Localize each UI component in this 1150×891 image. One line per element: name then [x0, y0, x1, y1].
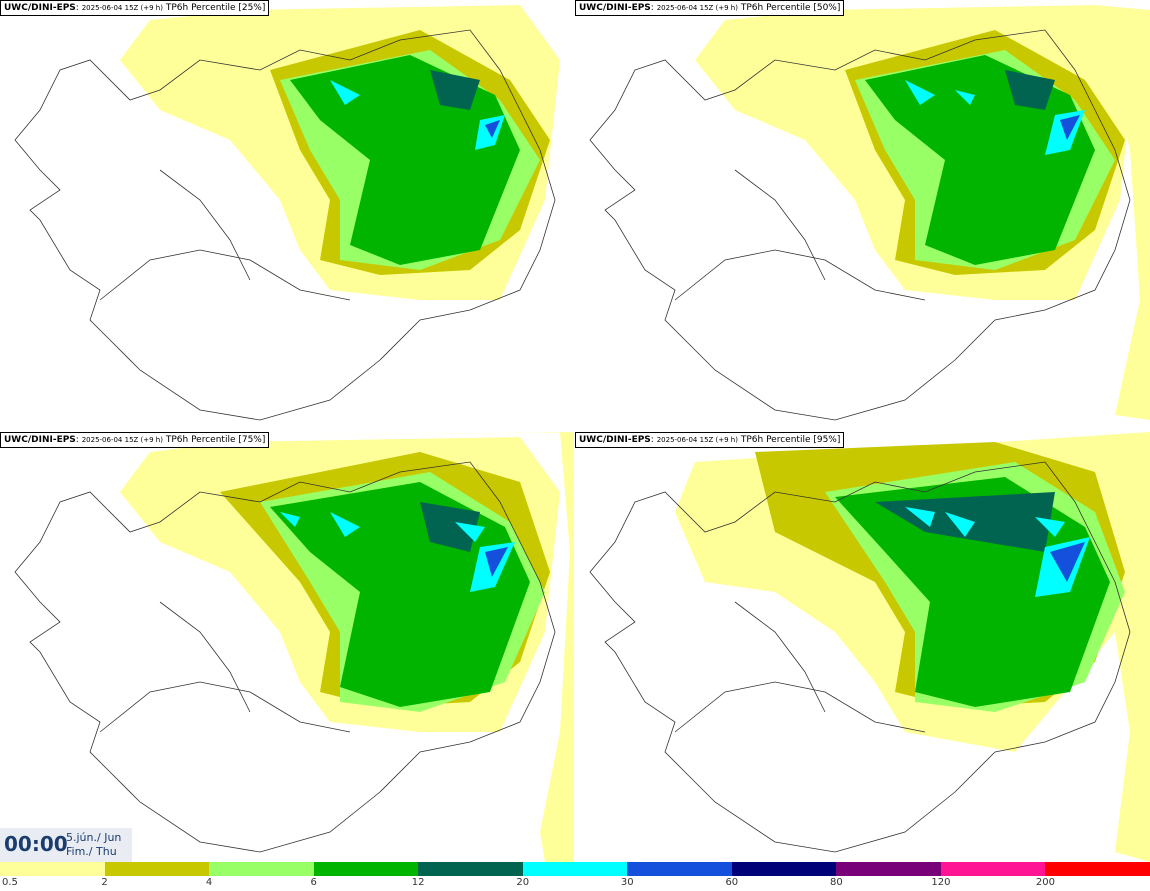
precip-field [120, 432, 575, 862]
precip-field [675, 432, 1150, 862]
valid-date-line1: 5.jún./ Jun [66, 831, 122, 844]
legend-label: 0.5 [2, 877, 18, 888]
map-panel-p50: UWC/DINI-EPS: 2025-06-04 15Z (+9 h) TP6h… [575, 0, 1150, 430]
valid-date-line2: Fim./ Thu [66, 845, 117, 858]
precip-map-p25 [14, 5, 560, 421]
precip-map-p75 [14, 432, 575, 862]
legend-label: 120 [931, 877, 951, 888]
panel-title: UWC/DINI-EPS: 2025-06-04 15Z (+9 h) TP6h… [0, 432, 270, 448]
legend-label: 200 [1035, 877, 1055, 888]
coastline [14, 461, 556, 853]
color-legend: 0.5 2 4 6 12 20 30 60 80 120 200 [0, 862, 1150, 891]
coastline [589, 29, 1131, 421]
legend-labels: 0.5 2 4 6 12 20 30 60 80 120 200 [0, 877, 1150, 891]
valid-time-clock: 00:00 [4, 832, 68, 856]
valid-time-box: 00:00 5.jún./ Jun Fim./ Thu [0, 828, 132, 862]
legend-label: 12 [411, 877, 425, 888]
precip-field [695, 5, 1150, 420]
legend-swatch [940, 862, 1046, 876]
legend-label: 30 [620, 877, 634, 888]
legend-label: 80 [829, 877, 843, 888]
precip-field [120, 5, 560, 300]
legend-swatch [209, 862, 314, 876]
legend-label: 6 [310, 877, 317, 888]
legend-color-bar [0, 862, 1150, 876]
panel-divider [574, 0, 576, 862]
panel-title: UWC/DINI-EPS: 2025-06-04 15Z (+9 h) TP6h… [575, 0, 845, 16]
legend-swatch [1045, 862, 1150, 876]
legend-swatch [627, 862, 732, 876]
legend-swatch [104, 862, 210, 876]
coastline [14, 29, 556, 421]
precip-map-p50 [589, 5, 1150, 421]
legend-label: 20 [516, 877, 530, 888]
legend-swatch [522, 862, 628, 876]
legend-swatch [836, 862, 941, 876]
map-panel-p75: UWC/DINI-EPS: 2025-06-04 15Z (+9 h) TP6h… [0, 432, 575, 862]
panel-title: UWC/DINI-EPS: 2025-06-04 15Z (+9 h) TP6h… [0, 0, 270, 16]
panel-title: UWC/DINI-EPS: 2025-06-04 15Z (+9 h) TP6h… [575, 432, 845, 448]
legend-label: 4 [205, 877, 213, 888]
coastline [589, 461, 1131, 853]
map-panel-p25: UWC/DINI-EPS: 2025-06-04 15Z (+9 h) TP6h… [0, 0, 575, 430]
legend-label: 60 [725, 877, 739, 888]
legend-swatch [313, 862, 419, 876]
legend-swatch [418, 862, 523, 876]
map-panel-p95: UWC/DINI-EPS: 2025-06-04 15Z (+9 h) TP6h… [575, 432, 1150, 862]
legend-label: 2 [101, 877, 108, 888]
precip-map-p95 [589, 432, 1150, 862]
valid-date: 5.jún./ Jun Fim./ Thu [66, 831, 121, 859]
legend-swatch [731, 862, 837, 876]
legend-swatch [0, 862, 105, 876]
